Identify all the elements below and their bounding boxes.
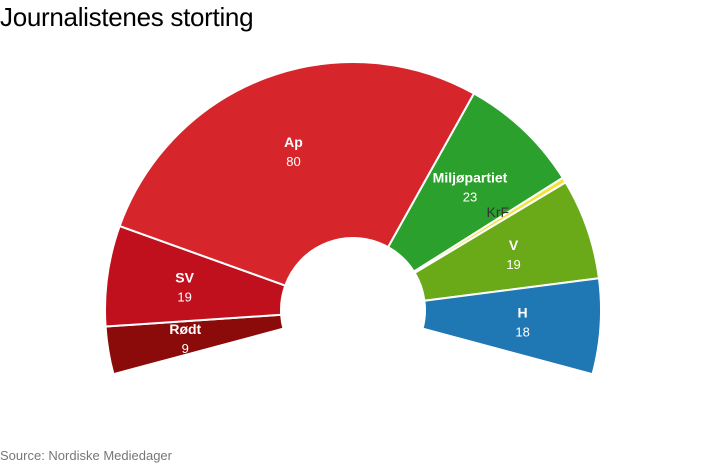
slice-ap — [118, 61, 476, 287]
slice-label: H — [518, 304, 528, 320]
slice-label: V — [509, 237, 519, 253]
slice-value: 9 — [182, 341, 189, 356]
chart-title: Journalistenes storting — [0, 2, 254, 32]
slice-value: 19 — [177, 289, 191, 304]
slice-value: 23 — [463, 190, 477, 205]
source-note: Source: Nordiske Mediedager — [0, 448, 172, 463]
slice-label: Miljøpartiet — [433, 170, 508, 186]
slice-label: Rødt — [169, 321, 201, 337]
slice-value: 18 — [515, 324, 529, 339]
slice-label: KrF — [487, 204, 510, 220]
slice-label: SV — [175, 269, 194, 285]
slice-value: 19 — [506, 257, 520, 272]
slice-label: Ap — [284, 134, 303, 150]
slice-h — [421, 277, 602, 376]
slice-value: 80 — [286, 154, 300, 169]
